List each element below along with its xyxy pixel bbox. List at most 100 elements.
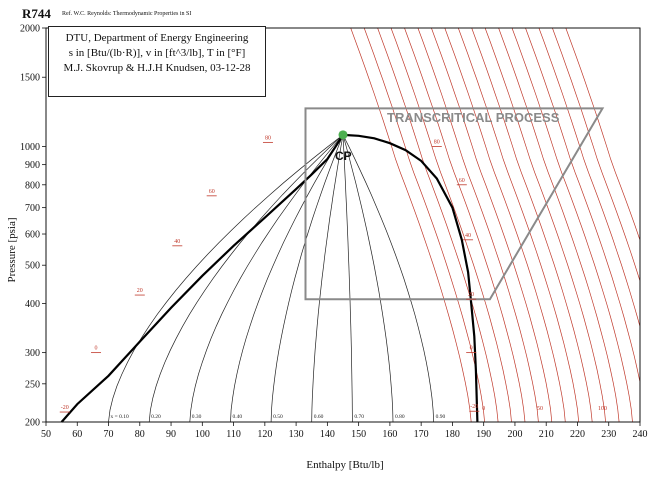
x-tick-label: 110: [226, 429, 241, 440]
x-tick-label: 180: [445, 429, 460, 440]
isotherm-label-vapor: 60: [459, 178, 465, 184]
x-tick-label: 140: [320, 429, 335, 440]
x-tick-label: 60: [72, 429, 82, 440]
quality-label: 0.70: [354, 414, 364, 420]
isotherm-line: [457, 28, 580, 422]
isotherm-line: [363, 28, 485, 422]
isotherm-line: [538, 28, 640, 328]
quality-line: [342, 134, 435, 423]
x-tick-label: 70: [104, 429, 114, 440]
isotherm-label-liquid: 20: [137, 288, 143, 294]
isotherm-line: [377, 28, 499, 422]
y-tick-label: 900: [25, 160, 40, 171]
isotherm-label-liquid: 0: [95, 346, 98, 352]
quality-label: x = 0.10: [111, 414, 129, 420]
x-tick-label: 220: [570, 429, 585, 440]
plot-border: [45, 27, 641, 423]
saturated-liquid-line: [60, 134, 344, 423]
isotherm-label-vapor: 40: [465, 233, 471, 239]
isotherm-line: [404, 28, 526, 422]
quality-label: 0.60: [314, 414, 324, 420]
isotherm-label-vapor: 0: [470, 346, 473, 352]
x-axis-label: Enthalpy [Btu/lb]: [306, 459, 383, 471]
quality-line: [311, 134, 344, 423]
isotherm-line: [552, 28, 640, 283]
transcritical-process-box: [304, 107, 605, 301]
quality-line: [342, 134, 353, 423]
info-line-2: s in [Btu/(lb·R)], v in [ft^3/lb], T in …: [68, 47, 246, 59]
saturation-dome: [60, 130, 479, 423]
isotherm-line: [484, 28, 606, 422]
x-tick-label: 130: [289, 429, 304, 440]
quality-label: 0.30: [192, 414, 202, 420]
isotherm-line: [431, 28, 553, 422]
quality-label: 0.80: [395, 414, 405, 420]
isotherm-label-liquid: -20: [61, 405, 69, 411]
x-tick-label: 90: [166, 429, 176, 440]
quality-line: [108, 134, 344, 423]
y-tick-label: 1000: [20, 142, 40, 153]
saturated-vapor-line: [342, 133, 479, 423]
isotherm-label-liquid: 60: [209, 189, 215, 195]
quality-line: [270, 134, 344, 423]
isotherm-label-bottom: 0: [482, 406, 485, 412]
y-tick-label: 1500: [20, 73, 40, 84]
isotherm-layer: [350, 28, 640, 422]
x-tick-label: 230: [601, 429, 616, 440]
isotherm-label-bottom: 50: [537, 406, 543, 412]
quality-label: 0.20: [151, 414, 161, 420]
x-tick-label: 100: [195, 429, 210, 440]
quality-line: [342, 134, 394, 423]
isotherm-label-vapor: 80: [434, 140, 440, 146]
info-line-3: M.J. Skovrup & H.J.H Knudsen, 03-12-28: [63, 62, 251, 74]
y-tick-label: 300: [25, 348, 40, 359]
quality-line: [230, 134, 344, 423]
quality-label: 0.90: [436, 414, 446, 420]
axis-ticks: 50 60 70 80 90 100 110 120 130 140 150 160 170 180 190…: [20, 24, 648, 441]
isotherm-line: [444, 28, 566, 422]
quality-label: 0.50: [273, 414, 283, 420]
plot-frame: [45, 27, 641, 423]
y-axis-label: Pressure [psia]: [6, 217, 18, 282]
isotherm-line: [417, 28, 539, 422]
y-tick-label: 2000: [20, 24, 40, 35]
isotherm-line: [525, 28, 640, 384]
x-tick-label: 150: [351, 429, 366, 440]
y-tick-label: 250: [25, 379, 40, 390]
x-tick-label: 170: [414, 429, 429, 440]
isotherm-line: [350, 28, 472, 422]
isotherm-label-liquid: 80: [265, 135, 271, 141]
y-tick-label: 700: [25, 203, 40, 214]
quality-line-layer: x = 0.10 0.20 0.30 0.40 0.50 0.60 0.70 0.80 0.90: [108, 134, 446, 423]
process-outline: [304, 107, 605, 301]
critical-point-marker: [338, 130, 348, 140]
quality-line: [148, 134, 344, 423]
x-tick-label: 190: [476, 429, 491, 440]
isotherm-line: [471, 28, 593, 422]
isotherm-label-bottom: 100: [598, 406, 607, 412]
y-tick-label: 500: [25, 261, 40, 272]
info-line-1: DTU, Department of Energy Engineering: [65, 32, 249, 44]
x-tick-label: 80: [135, 429, 145, 440]
process-label: TRANSCRITICAL PROCESS: [387, 110, 560, 125]
x-tick-label: 160: [382, 429, 397, 440]
chart-title: R744: [22, 6, 51, 21]
isotherm-line: [511, 28, 633, 422]
x-tick-label: 200: [507, 429, 522, 440]
isotherm-line: [390, 28, 512, 422]
quality-label: 0.40: [232, 414, 242, 420]
y-tick-label: 600: [25, 230, 40, 241]
isotherm-labels: -20 0 20 40 60 80 80 60 40 20 0 -20 0 50 100: [59, 135, 607, 413]
x-tick-label: 240: [633, 429, 648, 440]
chart-subtitle: Ref. W.C. Reynolds: Thermodynamic Proper…: [62, 11, 192, 17]
x-tick-label: 50: [41, 429, 51, 440]
y-tick-label: 200: [25, 418, 40, 429]
y-tick-label: 400: [25, 299, 40, 310]
critical-point-label: CP: [335, 149, 352, 163]
y-tick-label: 800: [25, 180, 40, 191]
isotherm-label-vapor: -20: [470, 404, 478, 410]
x-tick-label: 210: [539, 429, 554, 440]
isotherm-label-vapor: 20: [468, 292, 474, 298]
x-tick-label: 120: [257, 429, 272, 440]
